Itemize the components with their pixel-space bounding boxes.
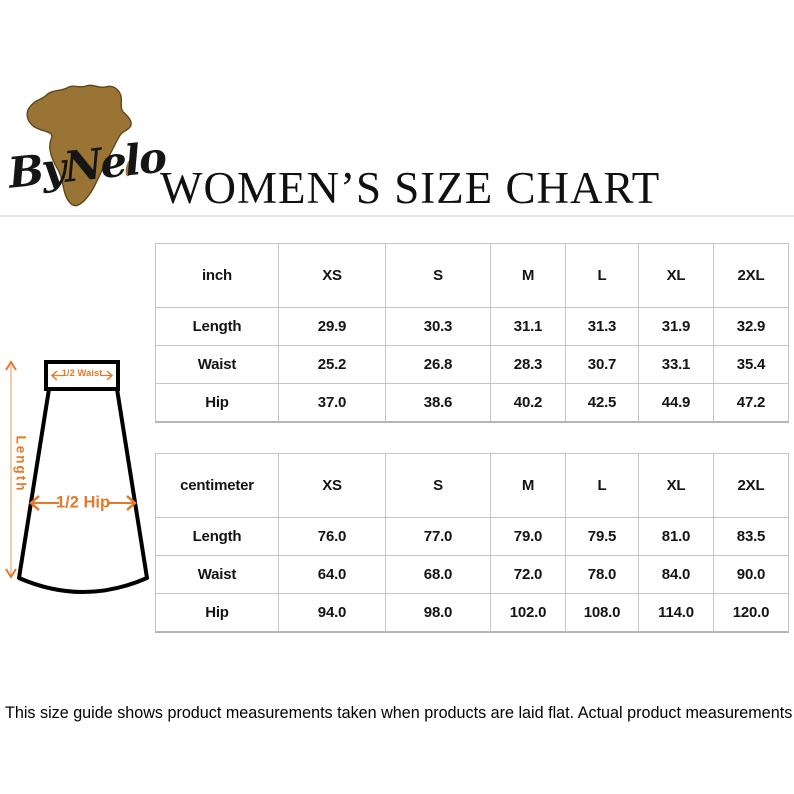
unit-cell: centimeter	[155, 453, 279, 518]
table-row: Waist 25.2 26.8 28.3 30.7 33.1 35.4	[155, 345, 789, 384]
size-col-header: 2XL	[713, 243, 789, 308]
size-value-cell: 90.0	[713, 555, 789, 594]
size-value-cell: 77.0	[385, 517, 491, 556]
size-value-cell: 94.0	[278, 593, 386, 632]
brand-logo: ByNelo	[6, 76, 176, 216]
table-row: Hip 37.0 38.6 40.2 42.5 44.9 47.2	[155, 383, 789, 422]
table-row: Hip 94.0 98.0 102.0 108.0 114.0 120.0	[155, 593, 789, 632]
table-row: Length 29.9 30.3 31.1 31.3 31.9 32.9	[155, 307, 789, 346]
header-divider	[0, 215, 794, 217]
size-col-header: XL	[638, 453, 714, 518]
size-value-cell: 79.0	[490, 517, 566, 556]
inch-size-table: inch XS S M L XL 2XL Length 29.9 30.3 31…	[155, 243, 789, 423]
size-value-cell: 40.2	[490, 383, 566, 422]
size-value-cell: 79.5	[565, 517, 639, 556]
size-value-cell: 32.9	[713, 307, 789, 346]
size-value-cell: 33.1	[638, 345, 714, 384]
size-value-cell: 68.0	[385, 555, 491, 594]
size-value-cell: 30.7	[565, 345, 639, 384]
size-value-cell: 35.4	[713, 345, 789, 384]
size-value-cell: 47.2	[713, 383, 789, 422]
size-col-header: 2XL	[713, 453, 789, 518]
size-value-cell: 31.1	[490, 307, 566, 346]
row-label-cell: Hip	[155, 383, 279, 422]
unit-cell: inch	[155, 243, 279, 308]
size-col-header: S	[385, 243, 491, 308]
row-label-cell: Waist	[155, 555, 279, 594]
size-value-cell: 78.0	[565, 555, 639, 594]
size-value-cell: 31.3	[565, 307, 639, 346]
size-value-cell: 114.0	[638, 593, 714, 632]
size-value-cell: 37.0	[278, 383, 386, 422]
skirt-outline-icon	[5, 360, 149, 594]
half-hip-label: 1/2 Hip	[55, 493, 111, 512]
size-value-cell: 98.0	[385, 593, 491, 632]
size-col-header: S	[385, 453, 491, 518]
size-value-cell: 26.8	[385, 345, 491, 384]
size-value-cell: 44.9	[638, 383, 714, 422]
size-value-cell: 64.0	[278, 555, 386, 594]
size-value-cell: 31.9	[638, 307, 714, 346]
size-value-cell: 102.0	[490, 593, 566, 632]
size-value-cell: 84.0	[638, 555, 714, 594]
table-header-row: centimeter XS S M L XL 2XL	[155, 453, 789, 518]
table-row: Waist 64.0 68.0 72.0 78.0 84.0 90.0	[155, 555, 789, 594]
half-waist-label: 1/2 Waist	[61, 368, 103, 379]
size-col-header: M	[490, 243, 566, 308]
row-label-cell: Length	[155, 307, 279, 346]
size-value-cell: 83.5	[713, 517, 789, 556]
row-label-cell: Length	[155, 517, 279, 556]
size-value-cell: 38.6	[385, 383, 491, 422]
centimeter-size-table: centimeter XS S M L XL 2XL Length 76.0 7…	[155, 453, 789, 633]
table-row: Length 76.0 77.0 79.0 79.5 81.0 83.5	[155, 517, 789, 556]
size-value-cell: 76.0	[278, 517, 386, 556]
size-col-header: L	[565, 243, 639, 308]
size-value-cell: 72.0	[490, 555, 566, 594]
size-value-cell: 42.5	[565, 383, 639, 422]
size-value-cell: 29.9	[278, 307, 386, 346]
row-label-cell: Hip	[155, 593, 279, 632]
length-label: Length	[13, 435, 29, 493]
size-col-header: XL	[638, 243, 714, 308]
row-label-cell: Waist	[155, 345, 279, 384]
size-col-header: XS	[278, 453, 386, 518]
skirt-diagram: 1/2 Waist Length 1/2 Hip	[0, 352, 165, 610]
size-col-header: M	[490, 453, 566, 518]
size-value-cell: 120.0	[713, 593, 789, 632]
size-value-cell: 25.2	[278, 345, 386, 384]
size-value-cell: 81.0	[638, 517, 714, 556]
page-title: WOMEN’S SIZE CHART	[160, 163, 661, 213]
table-header-row: inch XS S M L XL 2XL	[155, 243, 789, 308]
size-col-header: L	[565, 453, 639, 518]
size-value-cell: 108.0	[565, 593, 639, 632]
size-value-cell: 28.3	[490, 345, 566, 384]
africa-map-icon	[26, 84, 134, 207]
size-col-header: XS	[278, 243, 386, 308]
measurement-note: This size guide shows product measuremen…	[5, 703, 794, 722]
size-value-cell: 30.3	[385, 307, 491, 346]
